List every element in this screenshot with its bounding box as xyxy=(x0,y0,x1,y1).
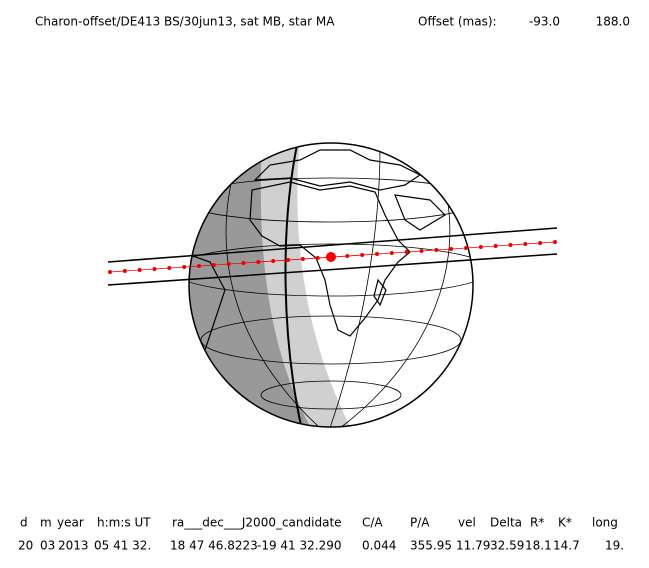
table-cell: -19 41 32.290 xyxy=(257,539,342,553)
graticule xyxy=(189,147,473,427)
time-dot xyxy=(286,258,290,262)
column-header: Delta xyxy=(490,516,522,530)
globe xyxy=(189,143,473,427)
table-cell: 19. xyxy=(605,539,624,553)
offset-value: 188.0 xyxy=(596,15,630,29)
time-dot xyxy=(211,263,216,267)
table-cell: 0.044 xyxy=(362,539,396,553)
column-header: year xyxy=(57,516,84,530)
time-dot xyxy=(478,245,483,249)
column-header: C/A xyxy=(362,516,383,530)
table-cell: 2013 xyxy=(58,539,89,553)
table-cell: 05 41 32. xyxy=(94,539,151,553)
shadow-limit xyxy=(107,253,558,286)
time-dot xyxy=(152,267,157,271)
column-header: d xyxy=(20,516,28,530)
table-cell: 18 47 46.8223 xyxy=(170,539,258,553)
shadow-limit xyxy=(107,227,558,263)
time-dot xyxy=(300,257,305,261)
time-dot xyxy=(167,266,172,270)
offset-label: Offset (mas): xyxy=(418,15,497,29)
offset-value: -93.0 xyxy=(529,15,560,29)
table-cell: 355.95 xyxy=(410,539,452,553)
closest-approach xyxy=(326,252,336,262)
table-cell: 20 xyxy=(18,539,33,553)
column-header: K* xyxy=(558,516,572,530)
time-dot xyxy=(464,246,468,250)
time-dot xyxy=(523,242,528,246)
time-dot xyxy=(256,260,261,264)
time-dot xyxy=(449,247,454,251)
time-dot xyxy=(345,254,350,258)
time-dot xyxy=(538,241,543,245)
column-header: ra___dec___J2000_candidate xyxy=(172,516,342,530)
event-table: d m year h:m:s UT ra___dec___J2000_candidate… xyxy=(18,516,624,553)
night-side xyxy=(189,143,312,427)
table-cell: 18.1 xyxy=(525,539,552,553)
time-dot xyxy=(137,268,142,272)
time-dot xyxy=(122,269,127,273)
time-dot xyxy=(508,243,513,247)
time-marks xyxy=(108,240,557,274)
table-cell: 32.59 xyxy=(490,539,524,553)
time-dot xyxy=(553,240,557,244)
time-dot xyxy=(108,270,112,274)
time-dot xyxy=(197,264,201,268)
time-dot xyxy=(404,250,409,254)
time-dot xyxy=(241,261,246,265)
column-header: m xyxy=(40,516,52,530)
column-header: long xyxy=(592,516,618,530)
time-dot xyxy=(375,252,379,256)
time-dot xyxy=(315,256,320,260)
time-dot xyxy=(389,251,394,255)
column-header: vel xyxy=(458,516,476,530)
time-dot xyxy=(360,253,365,257)
map-title: Charon-offset/DE413 BS/30jun13, sat MB, … xyxy=(35,15,335,29)
time-dot xyxy=(419,249,424,253)
column-header: h:m:s UT xyxy=(97,516,151,530)
table-cell: 11.79 xyxy=(456,539,490,553)
table-cell: 14.7 xyxy=(553,539,580,553)
column-header: R* xyxy=(530,516,544,530)
table-cell: 03 xyxy=(40,539,55,553)
time-dot xyxy=(434,248,439,252)
time-dot xyxy=(226,262,231,266)
time-dot xyxy=(182,265,187,269)
time-dot xyxy=(271,259,276,263)
column-header: P/A xyxy=(410,516,430,530)
time-dot xyxy=(493,244,498,248)
globe-outline xyxy=(188,142,474,428)
